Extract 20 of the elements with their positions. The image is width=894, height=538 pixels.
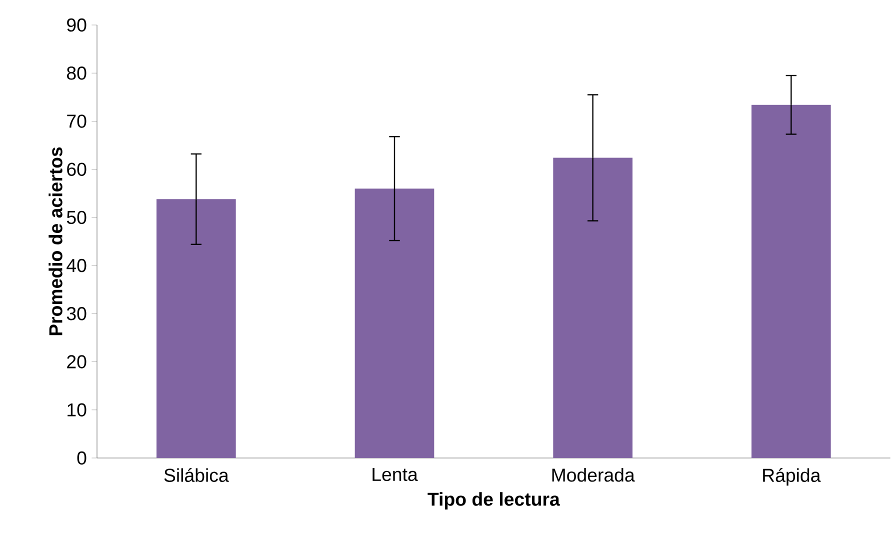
x-tick-label: Silábica [164, 468, 229, 482]
bar [354, 188, 434, 458]
x-tick-label: Rápida [763, 468, 821, 486]
y-tick-label: 60 [67, 162, 86, 176]
x-axis-title: Tipo de lectura [428, 492, 560, 510]
bar [553, 158, 632, 458]
y-axis-title: Promedio de aciertos [48, 147, 62, 336]
y-tick-label: 90 [67, 18, 86, 32]
x-tick-label: Lenta [372, 468, 418, 482]
y-tick-label: 30 [66, 307, 86, 320]
y-tick-label: 50 [66, 210, 86, 224]
y-tick-label: 20 [67, 355, 86, 368]
bar [751, 104, 831, 458]
y-tick-label: 80 [67, 66, 86, 80]
y-tick-label: 40 [66, 258, 86, 272]
y-tick-label: 70 [67, 114, 86, 128]
y-tick-label: 10 [68, 403, 86, 416]
bar [156, 199, 236, 458]
x-tick-label: Moderada [552, 468, 635, 482]
y-tick-label: 0 [77, 451, 86, 465]
